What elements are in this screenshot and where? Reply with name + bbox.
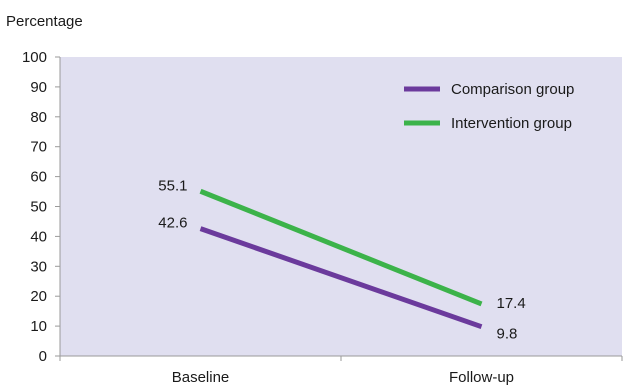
data-label: 9.8 bbox=[497, 326, 518, 343]
y-tick-label: 20 bbox=[30, 288, 47, 305]
y-tick-label: 80 bbox=[30, 109, 47, 126]
series-line bbox=[199, 226, 483, 330]
y-tick-label: 30 bbox=[30, 258, 47, 275]
y-tick-label: 70 bbox=[30, 139, 47, 156]
series-lines bbox=[199, 188, 483, 330]
data-label: 55.1 bbox=[158, 177, 187, 194]
y-tick-label: 50 bbox=[30, 199, 47, 216]
x-category-label: Follow-up bbox=[449, 369, 514, 386]
y-tick-label: 40 bbox=[30, 228, 47, 245]
plot-area bbox=[60, 57, 622, 356]
legend-entry-label: Comparison group bbox=[451, 81, 574, 98]
y-tick-label: 90 bbox=[30, 79, 47, 96]
data-label: 17.4 bbox=[497, 295, 526, 312]
y-tick-label: 10 bbox=[30, 318, 47, 335]
y-axis-title: Percentage bbox=[6, 13, 83, 30]
y-tick-label: 0 bbox=[39, 348, 47, 365]
data-label: 42.6 bbox=[158, 215, 187, 232]
y-tick-label: 60 bbox=[30, 169, 47, 186]
data-labels: 42.6 9.8 55.1 17.4 bbox=[158, 177, 525, 342]
x-axis-ticks: Baseline Follow-up bbox=[59, 356, 623, 386]
legend: Comparison group Intervention group bbox=[404, 81, 574, 132]
y-axis-ticks: 0 10 20 30 40 50 60 70 80 90 100 bbox=[22, 49, 60, 365]
y-tick-label: 100 bbox=[22, 49, 47, 66]
series-line bbox=[199, 188, 483, 307]
legend-entry-label: Intervention group bbox=[451, 115, 572, 132]
x-category-label: Baseline bbox=[172, 369, 230, 386]
